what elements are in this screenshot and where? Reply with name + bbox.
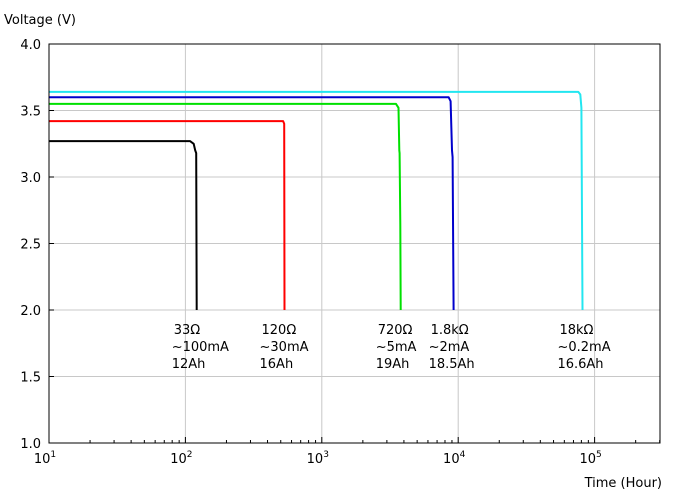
y-tick-label: 4.0 xyxy=(20,38,41,53)
series-annotation-5: 16.6Ah xyxy=(557,357,603,372)
y-tick-label: 1.5 xyxy=(20,371,41,386)
series-annotation-5: ~0.2mA xyxy=(557,340,610,355)
series-annotation-3: 720Ω xyxy=(378,323,413,338)
x-tick-label: 101 xyxy=(34,450,56,467)
series-annotation-2: 120Ω xyxy=(262,323,297,338)
series-annotation-4: 1.8kΩ xyxy=(431,323,469,338)
series-line-4 xyxy=(49,96,455,311)
x-tick-label: 105 xyxy=(579,450,601,467)
series-annotation-3: ~5mA xyxy=(376,340,417,355)
y-tick-label: 1.0 xyxy=(20,437,41,452)
series-annotation-4: ~2mA xyxy=(429,340,470,355)
series-annotation-1: ~100mA xyxy=(172,340,229,355)
y-tick-label: 2.0 xyxy=(20,304,41,319)
plot-area: 1.0 1.5 2.0 2.5 3.0 3.5 4.0 101 102 103 104 105 33Ω ~… xyxy=(20,38,661,467)
series-annotation-2: ~30mA xyxy=(260,340,309,355)
series-line-2 xyxy=(49,120,286,311)
series-annotation-1: 33Ω xyxy=(174,323,201,338)
series-annotation-1: 12Ah xyxy=(172,357,206,372)
series-annotation-5: 18kΩ xyxy=(559,323,593,338)
x-tick-label: 104 xyxy=(443,450,466,467)
y-tick-label: 3.5 xyxy=(20,105,41,120)
y-tick-label: 3.0 xyxy=(20,171,41,186)
y-tick-label: 2.5 xyxy=(20,238,41,253)
series-annotation-4: 18.5Ah xyxy=(429,357,475,372)
series-annotation-3: 19Ah xyxy=(376,357,410,372)
series-line-1 xyxy=(49,140,198,311)
series-line-3 xyxy=(49,102,402,311)
series-annotation-2: 16Ah xyxy=(260,357,294,372)
x-tick-label: 102 xyxy=(170,450,192,467)
y-axis-label: Voltage (V) xyxy=(4,13,76,28)
series-line-5 xyxy=(49,90,584,311)
x-axis-label: Time (Hour) xyxy=(584,476,662,491)
x-tick-label: 103 xyxy=(307,450,329,467)
plot-frame xyxy=(48,43,661,444)
